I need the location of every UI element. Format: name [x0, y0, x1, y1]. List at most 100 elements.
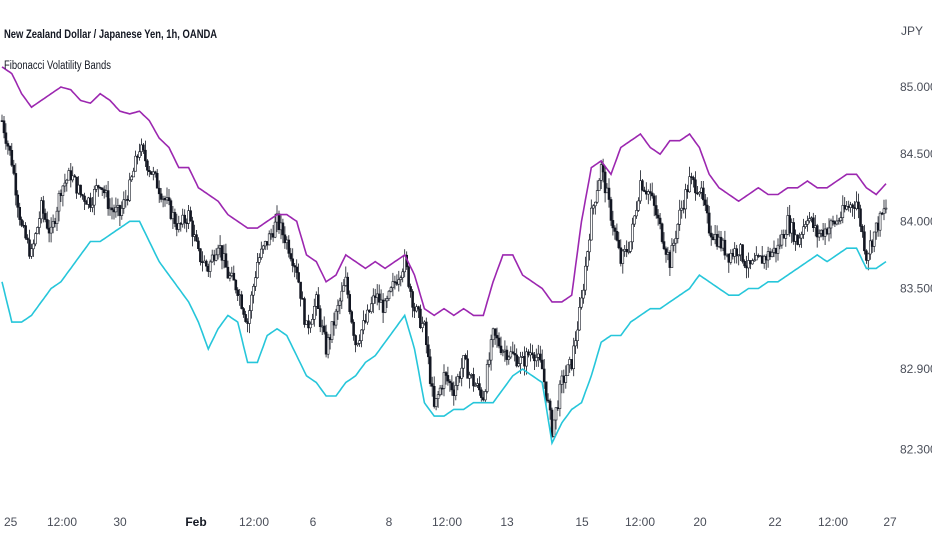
candle-body: [338, 300, 342, 306]
candle-body: [142, 144, 145, 151]
candle-body: [430, 383, 434, 387]
candle-body: [426, 344, 430, 358]
candle-body: [346, 276, 350, 295]
candle-body: [735, 248, 739, 257]
candle-body: [358, 340, 361, 344]
candle-body: [434, 398, 438, 407]
y-tick-label: 82.900: [900, 362, 932, 376]
x-tick-label: 12:00: [239, 515, 269, 529]
candle-body: [460, 367, 464, 379]
candle-body: [65, 179, 69, 184]
candle-body: [705, 204, 709, 214]
candle-body: [189, 210, 192, 222]
candle-body: [43, 213, 47, 220]
candle-body: [83, 195, 86, 202]
candle-body: [866, 253, 870, 261]
candle-body: [297, 272, 300, 283]
x-tick-label: 12:00: [432, 515, 462, 529]
candle-body: [466, 358, 469, 379]
candle-body: [12, 164, 16, 174]
candle-body: [631, 223, 634, 243]
candle-body: [472, 374, 475, 387]
candle-body: [737, 254, 741, 257]
candle-body: [385, 298, 389, 302]
candle-body: [815, 225, 819, 238]
candle-body: [150, 171, 153, 175]
candle-body: [421, 323, 424, 328]
candle-body: [326, 337, 330, 355]
candle-body: [505, 349, 509, 360]
candle-body: [281, 222, 285, 236]
candle-body: [525, 351, 528, 367]
candle-body: [389, 287, 393, 292]
candle-body: [311, 318, 314, 325]
candle-body: [18, 207, 22, 220]
candle-body: [552, 419, 556, 437]
indicator-label[interactable]: Fibonacci Volatility Bands: [4, 60, 111, 72]
candle-body: [660, 223, 664, 242]
candle-body: [165, 197, 169, 201]
candle-body: [134, 155, 137, 172]
candle-body: [650, 192, 654, 197]
candle-body: [456, 376, 460, 386]
candle-body: [701, 187, 705, 201]
candle-body: [130, 176, 133, 181]
candle-body: [872, 231, 876, 247]
candle-body: [187, 210, 190, 224]
candle-body: [34, 233, 37, 245]
candle-body: [444, 372, 448, 376]
candle-body: [175, 223, 179, 230]
time-axis[interactable]: 25 12:00 30 Feb 12:00 6 8 12:00 13 15 12:00 20 22 12:…: [4, 515, 897, 529]
candle-body: [534, 357, 538, 362]
candle-body: [216, 247, 220, 256]
candle-body: [169, 200, 173, 219]
candle-body: [67, 170, 71, 181]
candle-body: [136, 155, 139, 158]
candle-body: [635, 210, 638, 217]
candle-body: [511, 351, 515, 354]
candle-body: [839, 217, 843, 221]
price-axis[interactable]: JPY 85.000 84.500 84.000 83.500 82.900 82.300: [900, 24, 932, 457]
candle-body: [138, 151, 141, 158]
candle-body: [303, 298, 306, 325]
candle-body: [236, 289, 239, 296]
candle-body: [589, 207, 593, 241]
candle-body: [77, 184, 80, 194]
candle-body: [295, 266, 299, 273]
candle-body: [584, 265, 587, 291]
candle-body: [267, 233, 271, 246]
candle-body: [293, 265, 297, 268]
currency-label: JPY: [901, 24, 923, 38]
candle-body: [743, 260, 746, 267]
candle-body: [595, 190, 599, 203]
candle-body: [800, 234, 803, 239]
candle-body: [407, 266, 410, 287]
candle-body: [841, 205, 845, 218]
candle-body: [41, 200, 45, 214]
candle-body: [318, 308, 322, 328]
candle-body: [615, 231, 619, 241]
x-tick-label: Feb: [185, 515, 206, 529]
candle-body: [442, 372, 446, 389]
candle-body: [20, 219, 23, 226]
candle-body: [648, 191, 652, 194]
candle-body: [98, 187, 102, 189]
candle-body: [554, 407, 558, 421]
candle-body: [299, 281, 302, 299]
candle-body: [831, 220, 835, 223]
candle-body: [30, 248, 33, 257]
candle-body: [214, 254, 218, 261]
candle-body: [316, 294, 320, 310]
candle-body: [411, 291, 414, 308]
candle-body: [334, 310, 338, 326]
candle-body: [778, 244, 782, 247]
candle-body: [424, 321, 428, 346]
candle-body: [780, 234, 784, 246]
candle-body: [588, 239, 591, 253]
candle-body: [144, 149, 147, 162]
candle-body: [49, 226, 53, 234]
candle-body: [770, 252, 774, 257]
candle-body: [203, 260, 206, 264]
candle-body: [146, 160, 149, 171]
